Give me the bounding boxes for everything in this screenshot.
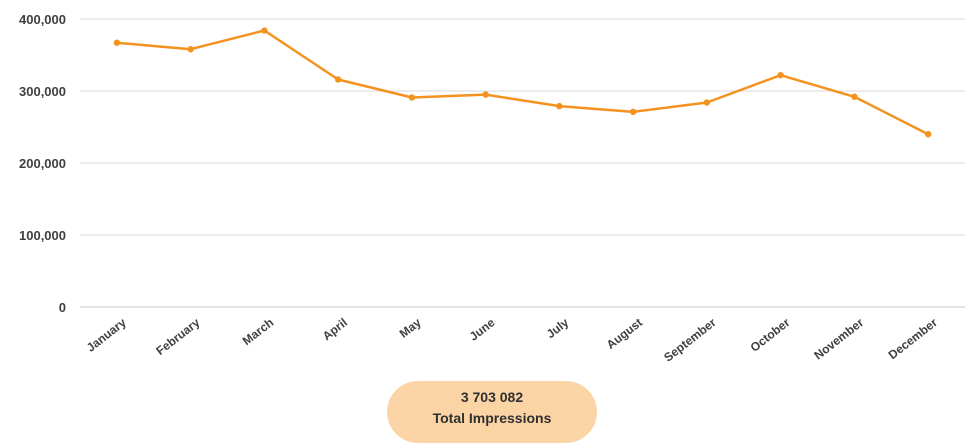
x-tick-label: October: [748, 315, 793, 355]
data-point: [113, 39, 121, 46]
data-point: [261, 27, 268, 34]
y-tick-label: 300,000: [19, 84, 66, 99]
y-tick-label: 100,000: [19, 228, 66, 243]
x-tick-label: September: [661, 315, 719, 364]
y-tick-label: 0: [59, 300, 66, 315]
data-point: [703, 99, 711, 106]
total-impressions-value: 3 703 082: [460, 389, 524, 405]
data-point: [482, 91, 489, 98]
x-tick-label: December: [886, 315, 941, 362]
data-point: [629, 108, 637, 116]
x-tick-label: August: [604, 315, 645, 351]
total-impressions-badge: 3 703 082 Total Impressions: [387, 381, 597, 443]
x-tick-label: July: [544, 315, 572, 341]
data-point: [851, 93, 858, 100]
data-point: [408, 94, 416, 101]
x-tick-label: November: [811, 315, 866, 362]
gridlines: [80, 18, 965, 308]
series-layer: [113, 27, 932, 138]
x-tick-label: January: [84, 315, 129, 355]
line-chart: 0 100,000 200,000 300,000 400,000 January Feb…: [19, 12, 965, 365]
x-tick-label: May: [397, 315, 424, 341]
x-axis-tick-labels: January February March April May June July Augu…: [84, 315, 940, 364]
data-point: [777, 71, 784, 79]
x-tick-label: June: [467, 315, 498, 343]
x-tick-label: March: [240, 315, 276, 348]
y-tick-label: 400,000: [19, 12, 66, 27]
data-point: [187, 46, 194, 53]
y-axis-tick-labels: 0 100,000 200,000 300,000 400,000: [19, 12, 66, 315]
x-tick-label: February: [153, 315, 202, 358]
total-impressions-label: Total Impressions: [432, 410, 552, 426]
x-tick-label: April: [320, 315, 350, 343]
data-point: [334, 76, 342, 83]
data-point: [556, 102, 563, 110]
y-tick-label: 200,000: [19, 156, 66, 171]
series-line: [115, 29, 930, 136]
data-point: [924, 131, 932, 138]
